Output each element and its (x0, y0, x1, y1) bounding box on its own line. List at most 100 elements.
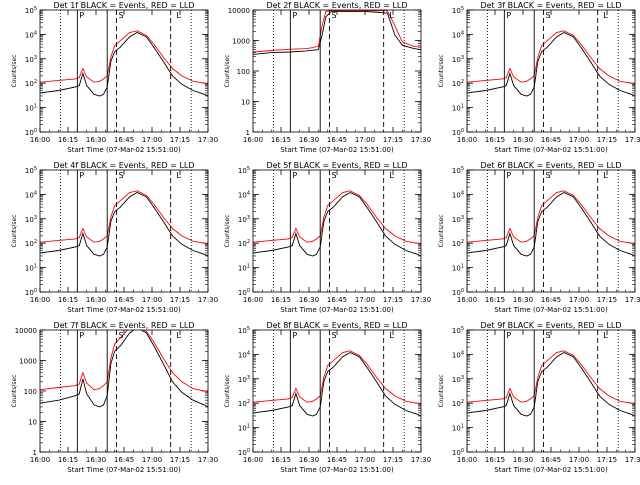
x-tick-label: 16:15 (271, 456, 291, 464)
top-marker-label: P (79, 331, 84, 340)
x-axis-title: Start Time (07-Mar-02 15:51:00) (67, 146, 181, 154)
top-marker-label: S (332, 11, 337, 20)
y-tick-label: 103 (25, 215, 37, 224)
plot-frame (252, 9, 422, 133)
detector-panel: Det 6f BLACK = Events, RED = LLD 100 101 10… (438, 161, 640, 314)
x-tick-label: 16:30 (299, 296, 319, 304)
x-tick-label: 16:45 (541, 296, 561, 304)
y-tick-label: 10000 (15, 327, 37, 335)
x-axis-title: Start Time (07-Mar-02 15:51:00) (67, 306, 181, 314)
x-tick-label: 17:15 (597, 456, 617, 464)
x-tick-label: 17:00 (142, 296, 162, 304)
detector-panel: Det 3f BLACK = Events, RED = LLD 100 101 10… (438, 1, 640, 154)
y-tick-label: 105 (452, 326, 464, 335)
x-tick-label: 17:00 (569, 456, 589, 464)
x-tick-label: 16:30 (86, 296, 106, 304)
series-group (253, 330, 421, 452)
y-tick-label: 1000 (232, 38, 250, 46)
lld-series-line (253, 10, 421, 53)
x-tick-label: 16:30 (86, 456, 106, 464)
y-tick-label: 10000 (228, 7, 250, 15)
top-marker-label: L (603, 331, 608, 340)
y-tick-label: 105 (452, 166, 464, 175)
x-tick-label: 17:15 (597, 296, 617, 304)
y-tick-label: 105 (238, 166, 250, 175)
y-tick-label: 104 (452, 30, 464, 39)
top-marker-label: L (176, 331, 181, 340)
x-tick-label: 16:00 (243, 136, 263, 144)
y-tick-label: 104 (25, 190, 37, 199)
x-tick-label: 16:30 (513, 136, 533, 144)
x-tick-label: 16:00 (457, 456, 477, 464)
events-series-line (40, 31, 208, 97)
x-tick-label: 16:15 (485, 136, 505, 144)
plot-frame (39, 329, 209, 453)
y-axis-title: Counts/sec (11, 54, 18, 87)
top-marker-label: L (603, 171, 608, 180)
top-marker-label: P (79, 11, 84, 20)
events-series-line (467, 31, 635, 97)
panel-title: Det 7f BLACK = Events, RED = LLD (53, 321, 194, 330)
y-tick-label: 102 (452, 239, 464, 248)
events-series-line (253, 10, 421, 55)
y-tick-label: 100 (452, 128, 464, 137)
x-tick-label: 17:30 (411, 456, 431, 464)
y-axis-title: Counts/sec (224, 214, 231, 247)
top-marker-label: L (603, 11, 608, 20)
top-marker-label: S (546, 11, 551, 20)
x-tick-label: 16:45 (541, 136, 561, 144)
y-axis-title: Counts/sec (224, 374, 231, 407)
series-group (40, 170, 208, 292)
detector-panel: Det 7f BLACK = Events, RED = LLD 1 10 100 10… (11, 321, 218, 474)
x-axis-title: Start Time (07-Mar-02 15:51:00) (494, 466, 608, 474)
y-tick-label: 104 (238, 190, 250, 199)
x-tick-label: 17:30 (625, 136, 640, 144)
top-marker-label: P (506, 11, 511, 20)
panel-title: Det 8f BLACK = Events, RED = LLD (266, 321, 407, 330)
lld-series-line (467, 190, 635, 245)
x-tick-label: 17:15 (383, 296, 403, 304)
x-tick-label: 16:30 (513, 296, 533, 304)
y-tick-label: 105 (452, 6, 464, 15)
detector-panel: Det 4f BLACK = Events, RED = LLD 100 101 10… (11, 161, 218, 314)
y-tick-label: 100 (452, 288, 464, 297)
y-tick-label: 103 (452, 215, 464, 224)
top-marker-label: L (176, 171, 181, 180)
x-tick-label: 17:00 (355, 136, 375, 144)
x-tick-label: 17:30 (411, 136, 431, 144)
y-tick-label: 105 (238, 326, 250, 335)
x-tick-label: 17:15 (597, 136, 617, 144)
plot-frame (466, 9, 636, 133)
x-tick-label: 16:15 (271, 136, 291, 144)
x-tick-label: 16:15 (58, 136, 78, 144)
y-tick-label: 104 (238, 350, 250, 359)
y-tick-label: 100 (25, 288, 37, 297)
panel-title: Det 3f BLACK = Events, RED = LLD (480, 1, 621, 10)
top-marker-label: L (389, 171, 394, 180)
detector-panel: Det 9f BLACK = Events, RED = LLD 100 101 10… (438, 321, 640, 474)
y-tick-label: 100 (24, 388, 37, 396)
y-tick-label: 101 (25, 104, 37, 113)
plot-frame (466, 329, 636, 453)
detector-panel: Det 2f BLACK = Events, RED = LLD 1 10 100 10… (224, 1, 431, 154)
panel-title: Det 1f BLACK = Events, RED = LLD (53, 1, 194, 10)
y-tick-label: 1 (246, 129, 250, 137)
x-tick-label: 16:00 (457, 296, 477, 304)
panel-title: Det 4f BLACK = Events, RED = LLD (53, 161, 194, 170)
x-tick-label: 16:00 (30, 296, 50, 304)
detector-panel: Det 5f BLACK = Events, RED = LLD 100 101 10… (224, 161, 431, 314)
y-tick-label: 100 (452, 448, 464, 457)
plot-frame (39, 169, 209, 293)
panel-title: Det 2f BLACK = Events, RED = LLD (266, 1, 407, 10)
x-tick-label: 16:45 (114, 456, 134, 464)
x-tick-label: 16:00 (457, 136, 477, 144)
y-axis-title: Counts/sec (438, 54, 445, 87)
y-tick-label: 101 (452, 104, 464, 113)
y-tick-label: 103 (238, 215, 250, 224)
y-tick-label: 101 (452, 264, 464, 273)
y-tick-label: 101 (238, 264, 250, 273)
top-marker-label: P (506, 331, 511, 340)
y-tick-label: 105 (25, 166, 37, 175)
x-tick-label: 16:45 (327, 456, 347, 464)
x-axis-title: Start Time (07-Mar-02 15:51:00) (67, 466, 181, 474)
